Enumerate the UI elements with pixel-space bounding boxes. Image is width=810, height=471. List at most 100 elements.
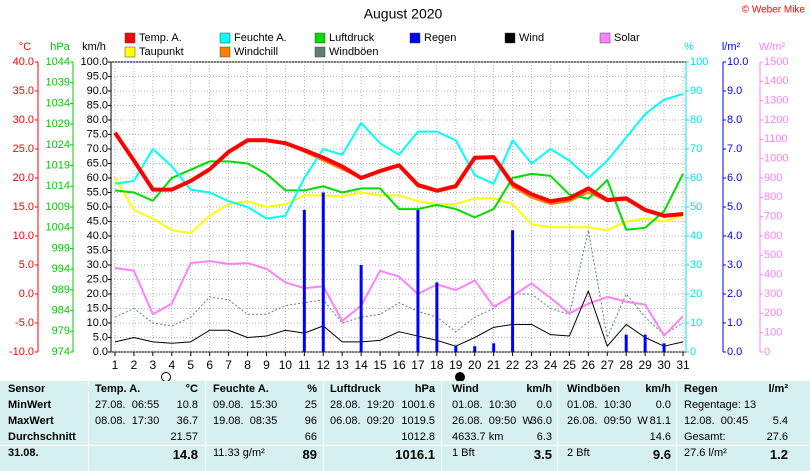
axis-unit: l/m² (722, 41, 741, 53)
table-cell: 27.08. 06:55 (95, 399, 160, 411)
x-tick-label: 10 (279, 358, 293, 372)
y-tick-label: 35.0 (13, 85, 34, 97)
legend-swatch (124, 32, 136, 44)
legend-swatch (504, 32, 516, 44)
table-header: km/h (645, 383, 671, 395)
axis-unit: W/m² (759, 41, 786, 53)
y-tick-label: 30.0 (87, 259, 108, 271)
table-header: °C (185, 383, 198, 395)
y-tick-label: 974 (52, 346, 70, 358)
axis-unit: hPa (50, 41, 70, 53)
table-cell: 27.6 (766, 431, 788, 443)
table-cell: 1012.8 (401, 431, 435, 443)
y-tick-label: 3.0 (727, 259, 742, 271)
column-separator (557, 381, 558, 471)
rain-bar (454, 346, 458, 352)
y-tick-label: 55.0 (87, 186, 108, 198)
y-tick-label: 60.0 (87, 172, 108, 184)
rain-bar (662, 343, 666, 352)
rain-bar (643, 334, 647, 352)
legend-swatch (219, 32, 231, 44)
y-tick-label: 85.0 (87, 99, 108, 111)
series-line (113, 131, 684, 218)
table-cell: 28.08. 19:20 (330, 399, 395, 411)
table-cell: 66 (304, 431, 317, 443)
table-header: l/m² (768, 383, 788, 395)
table-header: % (307, 383, 317, 395)
table-cell: 11.33 g/m² (213, 447, 265, 459)
y-tick-label: 1500 (764, 56, 788, 68)
y-tick-label: 50.0 (87, 201, 108, 213)
y-tick-label: 50 (690, 201, 702, 213)
table-cell: 1016.1 (395, 447, 435, 462)
x-tick-label: 24 (544, 358, 558, 372)
table-header: Luftdruck (330, 383, 381, 395)
table-cell: 09.08. 15:30 (213, 399, 278, 411)
y-tick-label: 45.0 (87, 215, 108, 227)
y-tick-label: 1000 (764, 153, 788, 165)
y-tick-label: 90.0 (87, 85, 108, 97)
x-tick-label: 26 (582, 358, 596, 372)
chart: August 2020 © Weber Mike °C -10.0 -5.0 0.0 5… (9, 5, 805, 381)
x-tick-label: 3 (150, 358, 157, 372)
x-tick-label: 28 (620, 358, 634, 372)
x-tick-label: 29 (638, 358, 652, 372)
y-tick-label: 400 (764, 269, 782, 281)
y-tick-label: 95.0 (87, 70, 108, 82)
y-tick-label: 75.0 (87, 128, 108, 140)
plot-area (110, 61, 687, 353)
y-tick-label: 6.0 (727, 172, 742, 184)
legend-label: Feuchte A. (234, 32, 287, 44)
x-tick-label: 19 (449, 358, 463, 372)
table-cell: 31.08. (8, 447, 39, 459)
moon-icon (455, 372, 465, 381)
y-tick-label: 10 (690, 317, 702, 329)
x-tick-label: 12 (317, 358, 331, 372)
legend-swatch (314, 46, 326, 58)
y-tick-label: 80 (690, 114, 702, 126)
y-tick-label: 1004 (46, 222, 70, 234)
table-cell: Durchschnitt (8, 431, 76, 443)
rain-bar (359, 265, 363, 352)
table-cell: Gesamt: (684, 431, 726, 443)
table-header: Temp. A. (95, 383, 141, 395)
table-cell: 1.2 (769, 447, 788, 462)
y-tick-label: 700 (764, 211, 782, 223)
x-tick-label: 23 (525, 358, 539, 372)
rain-bar (416, 209, 420, 352)
y-tick-label: 30.0 (13, 114, 34, 126)
y-tick-label: 20.0 (87, 288, 108, 300)
x-tick-label: 25 (563, 358, 577, 372)
y-tick-label: 8.0 (727, 114, 742, 126)
y-tick-label: 900 (764, 172, 782, 184)
table-cell: 12.08. 00:45 (684, 415, 749, 427)
legend-label: Regen (424, 32, 456, 44)
y-tick-label: 35.0 (87, 244, 108, 256)
table-cell: 14.6 (649, 431, 671, 443)
table-cell: 14.8 (172, 447, 198, 462)
table-header: Wind (452, 383, 479, 395)
series-line (114, 160, 684, 231)
table-cell: 0.0 (655, 399, 671, 411)
table-header: Windböen (567, 383, 621, 395)
x-tick-label: 15 (373, 358, 387, 372)
y-tick-label: 999 (52, 242, 70, 254)
y-tick-label: 15.0 (13, 201, 34, 213)
y-tick-label: 20 (690, 288, 702, 300)
y-tick-label: 30 (690, 259, 702, 271)
y-tick-label: 1009 (46, 201, 70, 213)
table-cell: 89 (302, 447, 317, 462)
table-cell: 5.4 (772, 415, 788, 427)
y-tick-label: 40.0 (13, 56, 34, 68)
y-tick-label: 1044 (46, 56, 70, 68)
y-tick-label: -10.0 (9, 346, 34, 358)
rain-bar (473, 346, 477, 352)
y-tick-label: 0.0 (727, 346, 742, 358)
rain-bar (492, 343, 496, 352)
table-header: Sensor (8, 383, 46, 395)
series-line (114, 229, 684, 338)
table-header: km/h (526, 383, 552, 395)
y-tick-label: 1019 (46, 159, 70, 171)
table-cell: 27.6 l/m² (684, 447, 727, 459)
legend-swatch (124, 46, 136, 58)
